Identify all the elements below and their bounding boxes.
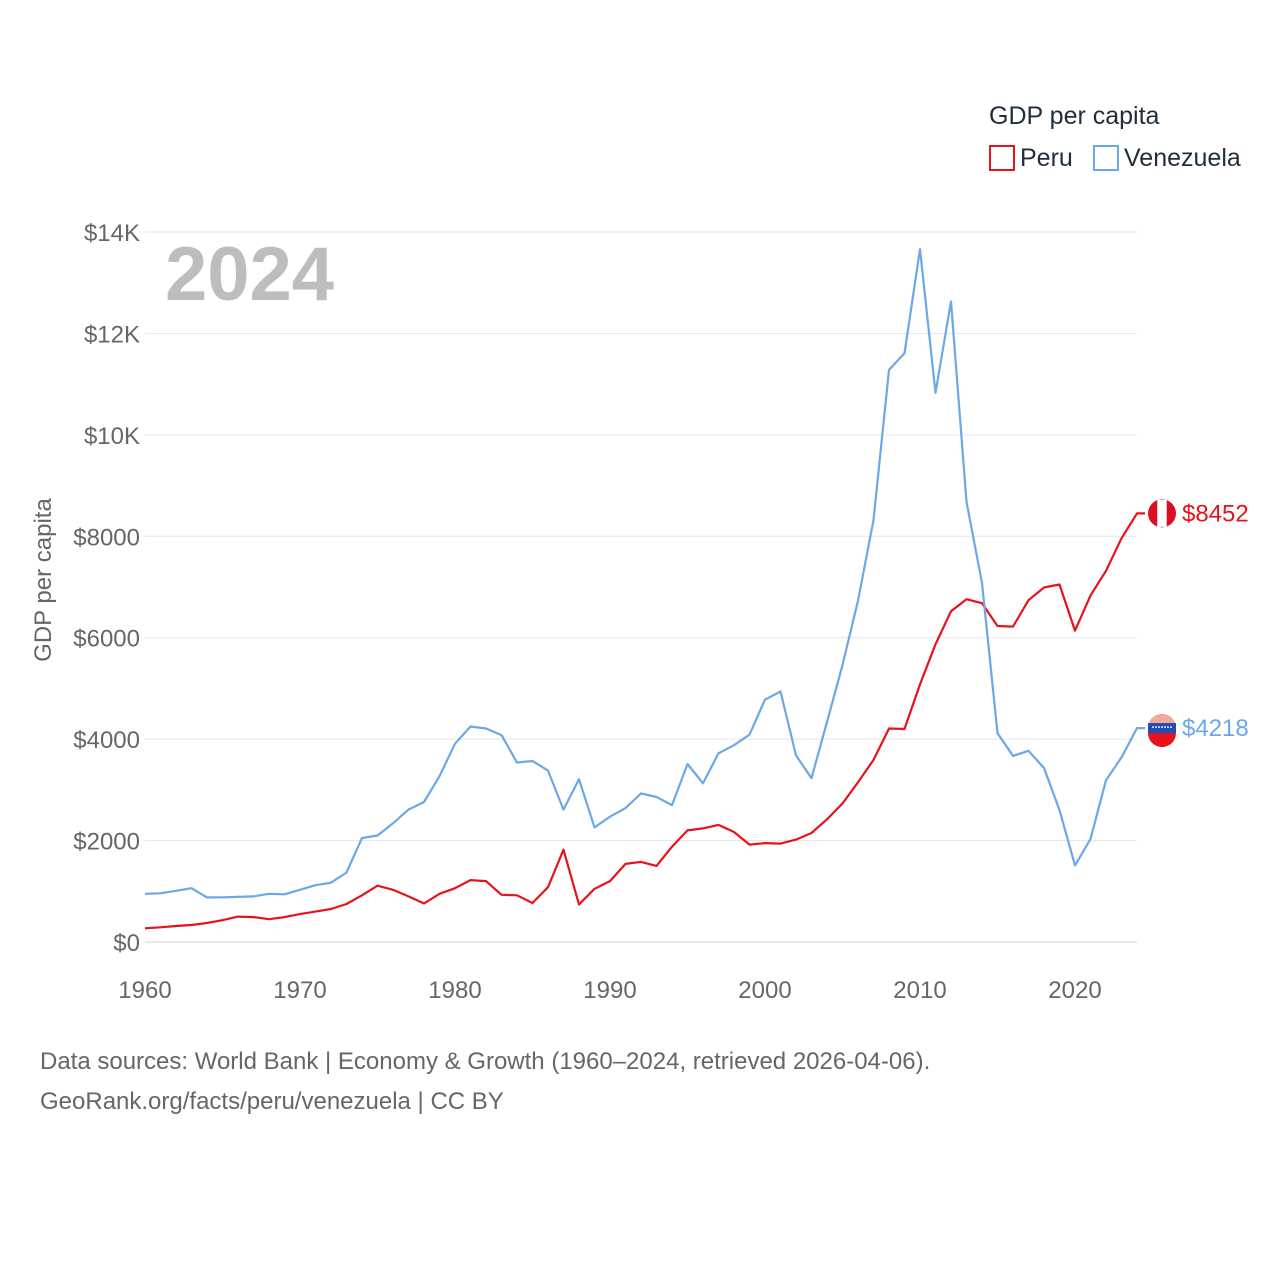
current-year-label: 2024 <box>165 232 334 317</box>
legend-swatch-venezuela <box>1093 145 1119 171</box>
legend-label-venezuela: Venezuela <box>1124 144 1241 172</box>
x-tick-label: 1960 <box>118 977 171 1004</box>
x-tick-label: 2020 <box>1048 977 1101 1004</box>
x-tick-label: 1970 <box>273 977 326 1004</box>
source-line-2: GeoRank.org/facts/peru/venezuela | CC BY <box>40 1088 504 1115</box>
source-note: Data sources: World Bank | Economy & Gro… <box>40 1042 930 1122</box>
end-value-venezuela: $4218 <box>1182 715 1249 742</box>
y-tick-label: $12K <box>84 321 140 348</box>
series-line-venezuela <box>144 248 1145 899</box>
legend: GDP per capita Peru Venezuela <box>989 102 1241 172</box>
x-tick-label: 2010 <box>893 977 946 1004</box>
x-tick-label: 1990 <box>583 977 636 1004</box>
legend-title: GDP per capita <box>989 102 1160 130</box>
series-lines <box>144 248 1145 930</box>
x-tick-label: 1980 <box>428 977 481 1004</box>
gridlines <box>145 231 1137 943</box>
y-tick-label: $6000 <box>73 626 140 653</box>
flag-venezuela-icon <box>1148 714 1176 748</box>
y-tick-label: $8000 <box>73 524 140 551</box>
y-tick-label: $4000 <box>73 727 140 754</box>
y-tick-label: $2000 <box>73 829 140 856</box>
legend-item-venezuela[interactable]: Venezuela <box>1093 144 1241 172</box>
series-line-peru <box>144 512 1145 930</box>
series-end-labels: $8452 $4218 <box>1148 499 1249 748</box>
x-axis: 1960 1970 1980 1990 2000 2010 2020 <box>118 977 1101 1004</box>
source-line-1: Data sources: World Bank | Economy & Gro… <box>40 1048 931 1075</box>
legend-swatch-peru <box>989 145 1015 171</box>
y-tick-label: $0 <box>113 930 140 957</box>
x-tick-label: 2000 <box>738 977 791 1004</box>
y-tick-label: $14K <box>84 220 140 247</box>
legend-item-peru[interactable]: Peru <box>989 144 1073 172</box>
flag-peru-icon <box>1148 499 1176 528</box>
end-value-peru: $8452 <box>1182 500 1249 527</box>
y-axis: $0 $2000 $4000 $6000 $8000 $10K $12K $14K <box>73 220 140 957</box>
y-axis-label: GDP per capita <box>30 498 57 662</box>
legend-label-peru: Peru <box>1020 144 1073 172</box>
y-tick-label: $10K <box>84 423 140 450</box>
